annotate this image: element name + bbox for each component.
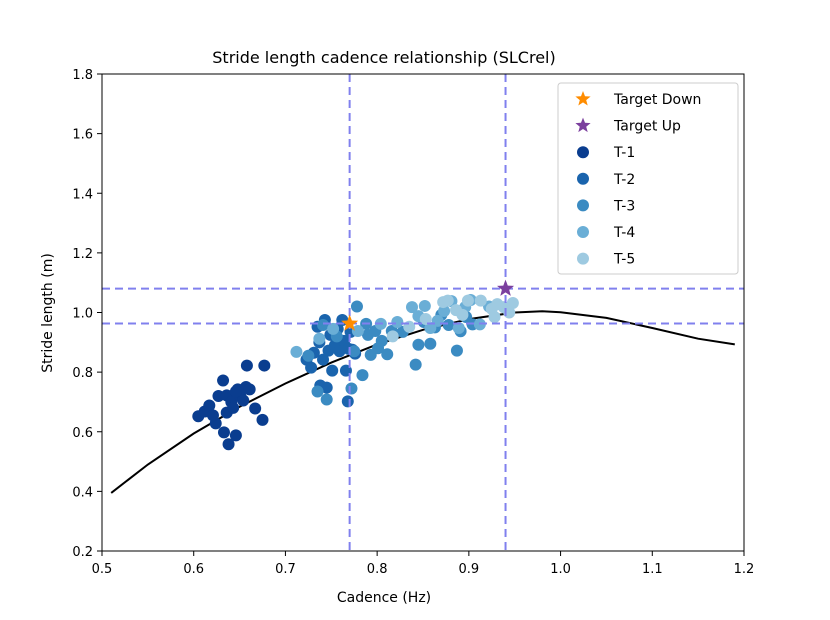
data-point-t-1: [240, 359, 253, 372]
data-point-t-2: [317, 353, 330, 366]
legend-marker-t-3: [577, 199, 589, 212]
data-point-t-5: [419, 313, 432, 326]
data-point-t-1: [217, 426, 230, 439]
data-point-t-3: [311, 385, 324, 398]
data-point-t-1: [206, 409, 219, 422]
data-point-t-4: [424, 322, 437, 335]
data-point-t-1: [229, 385, 242, 398]
legend-marker-t-5: [577, 252, 589, 265]
data-point-t-4: [391, 316, 404, 329]
data-point-t-1: [258, 359, 271, 372]
data-point-t-2: [305, 361, 318, 374]
y-tick-label: 1.6: [72, 128, 93, 143]
data-point-t-5: [506, 296, 519, 309]
data-point-t-5: [488, 310, 501, 323]
legend-label: T-2: [613, 172, 635, 188]
data-point-t-3: [375, 334, 388, 347]
target-marker-target-up: [497, 279, 515, 296]
data-point-t-4: [327, 322, 340, 335]
data-point-t-1: [222, 438, 235, 451]
data-point-t-3: [409, 358, 422, 371]
data-point-t-1: [256, 413, 269, 426]
x-axis-label: Cadence (Hz): [337, 590, 431, 606]
data-point-t-5: [386, 330, 399, 343]
legend-label: Target Down: [613, 92, 701, 108]
data-point-t-1: [243, 383, 256, 396]
x-tick-label: 1.0: [550, 562, 571, 577]
data-point-t-3: [442, 319, 455, 332]
y-axis-label: Stride length (m): [40, 253, 56, 373]
data-point-t-1: [237, 394, 250, 407]
legend-label: Target Up: [613, 119, 681, 135]
data-point-t-1: [217, 374, 230, 387]
y-tick-label: 0.6: [72, 426, 93, 441]
data-point-t-3: [412, 338, 425, 351]
chart-title: Stride length cadence relationship (SLCr…: [212, 48, 555, 67]
data-point-t-1: [229, 429, 242, 442]
data-point-t-2: [333, 345, 346, 358]
plot-data-layer: [102, 74, 744, 551]
legend-box: [557, 82, 739, 275]
x-tick-label: 1.2: [734, 562, 755, 577]
data-point-t-3: [345, 382, 358, 395]
x-tick-label: 0.7: [275, 562, 296, 577]
x-tick-label: 0.6: [183, 562, 204, 577]
data-point-t-3: [424, 337, 437, 350]
legend-marker-target-down: [575, 91, 591, 106]
y-tick-label: 0.2: [72, 545, 93, 560]
legend-label: T-5: [613, 252, 635, 268]
data-point-t-2: [341, 395, 354, 408]
target-marker-target-down: [341, 314, 359, 331]
legend-label: T-4: [613, 225, 635, 241]
data-point-t-4: [438, 305, 451, 318]
x-tick-label: 0.9: [459, 562, 480, 577]
data-point-t-3: [317, 319, 330, 332]
data-point-t-4: [418, 299, 431, 312]
data-point-t-3: [350, 300, 363, 313]
x-tick-label: 0.5: [92, 562, 113, 577]
data-point-t-3: [381, 348, 394, 361]
data-point-t-4: [431, 314, 444, 327]
legend-marker-t-4: [577, 226, 589, 238]
data-point-t-3: [450, 344, 463, 357]
data-point-t-4: [290, 345, 303, 358]
y-tick-label: 1.0: [72, 307, 93, 322]
data-point-t-2: [326, 364, 339, 377]
legend-label: T-3: [613, 198, 635, 214]
y-tick-label: 1.2: [72, 247, 93, 262]
data-point-t-4: [313, 332, 326, 345]
legend-label: T-1: [613, 145, 635, 161]
legend-marker-t-1: [577, 146, 589, 159]
data-point-t-3: [320, 393, 333, 406]
data-point-t-5: [474, 294, 487, 307]
y-tick-label: 0.4: [72, 485, 93, 500]
data-point-t-1: [227, 401, 240, 414]
data-point-t-4: [351, 324, 364, 337]
data-point-t-5: [441, 294, 454, 307]
y-tick-label: 1.8: [72, 68, 93, 83]
data-point-t-3: [302, 349, 315, 362]
data-point-t-3: [356, 369, 369, 382]
legend: Target Down Target Up T-1 T-2 T-3 T-4 T-5: [557, 82, 739, 275]
data-point-t-5: [456, 308, 469, 321]
data-point-t-3: [348, 345, 361, 358]
data-point-t-4: [452, 322, 465, 335]
data-point-t-1: [203, 399, 216, 412]
y-tick-label: 0.8: [72, 366, 93, 381]
data-point-t-4: [405, 301, 418, 314]
y-tick-label: 1.4: [72, 187, 93, 202]
plot-area: 0.5 0.6 0.7 0.8 0.9 1.0 1.1 1.2 0.2 0.4 0.6 0.8 1.0 1…: [72, 68, 754, 577]
legend-marker-t-2: [577, 172, 589, 185]
x-tick-label: 1.1: [642, 562, 663, 577]
data-point-t-5: [461, 294, 474, 307]
x-tick-label: 0.8: [367, 562, 388, 577]
data-point-t-1: [249, 402, 262, 415]
legend-marker-target-up: [575, 117, 591, 133]
